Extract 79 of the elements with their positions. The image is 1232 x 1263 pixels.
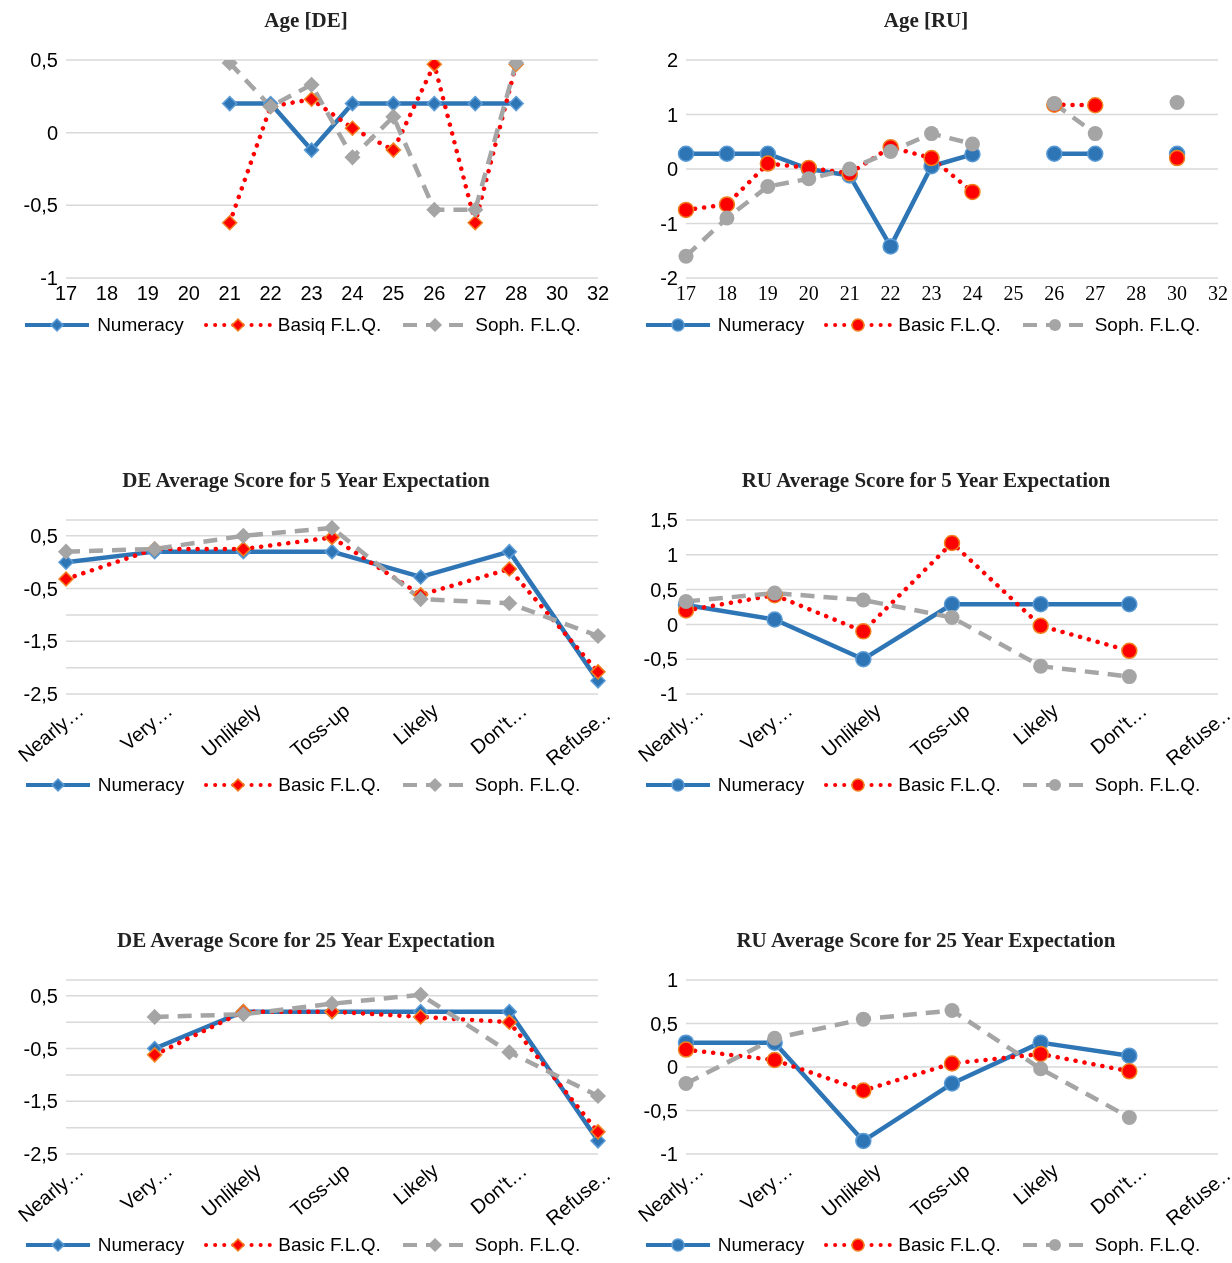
- legend-label: Basic F.L.Q.: [278, 774, 381, 796]
- x-tick-label: 18: [716, 282, 737, 305]
- y-tick-label: -1: [660, 212, 678, 235]
- x-tick-label: 23: [300, 282, 323, 305]
- y-tick-label: 1: [666, 103, 678, 126]
- y-tick-label: -0,5: [23, 194, 58, 217]
- legend-label: Numeracy: [97, 314, 184, 336]
- legend-label: Soph. F.L.Q.: [1094, 1234, 1201, 1256]
- x-tick-label: 27: [1085, 282, 1106, 305]
- x-tick-label: 28: [505, 282, 528, 305]
- x-tick-label: 22: [259, 282, 282, 305]
- x-tick-label: 22: [880, 282, 901, 305]
- x-tick-label: 21: [218, 282, 241, 305]
- y-tick-label: 1: [666, 969, 678, 992]
- legend-label: Numeracy: [97, 774, 185, 796]
- y-tick-label: 0: [666, 613, 678, 636]
- chart-title: RU Average Score for 5 Year Expectation: [740, 467, 1112, 494]
- x-tick-label: 17: [676, 282, 696, 305]
- x-tick-label: 24: [962, 282, 983, 305]
- legend-label: Soph. F.L.Q.: [474, 774, 581, 796]
- y-tick-label: -0,5: [23, 577, 58, 600]
- y-tick-label: 0,5: [30, 524, 58, 547]
- legend-label: Basic F.L.Q.: [898, 314, 1001, 336]
- x-tick-label: 21: [839, 282, 860, 305]
- legend-label: Soph. F.L.Q.: [1094, 774, 1201, 796]
- x-tick-label: 24: [341, 282, 364, 305]
- y-tick-label: 0,5: [30, 984, 58, 1007]
- chart-title: Age [RU]: [882, 7, 970, 34]
- x-tick-label: 19: [136, 282, 159, 305]
- x-tick-label: 20: [798, 282, 819, 305]
- y-tick-label: 0,5: [650, 578, 678, 601]
- y-tick-label: 0,5: [30, 49, 58, 72]
- chart-title: DE Average Score for 25 Year Expectation: [116, 927, 496, 954]
- x-tick-label: 25: [382, 282, 405, 305]
- y-tick-label: -0,5: [643, 648, 678, 671]
- y-tick-label: -1,5: [23, 630, 58, 653]
- x-tick-label: 30: [545, 282, 569, 305]
- x-tick-label: 25: [1003, 282, 1024, 305]
- legend-label: Numeracy: [97, 1234, 185, 1256]
- x-tick-label: 23: [921, 282, 942, 305]
- x-tick-label: 32: [586, 282, 610, 305]
- chart-title: RU Average Score for 25 Year Expectation: [735, 927, 1117, 954]
- y-tick-label: 0: [46, 121, 58, 144]
- chart-title: DE Average Score for 5 Year Expectation: [121, 467, 491, 494]
- x-tick-label: 19: [757, 282, 778, 305]
- y-tick-label: -1: [40, 267, 58, 290]
- legend-label: Numeracy: [717, 314, 805, 336]
- x-tick-label: 20: [177, 282, 200, 305]
- y-tick-label: 0: [666, 158, 678, 181]
- x-tick-label: 28: [1126, 282, 1147, 305]
- y-tick-label: 1,5: [650, 509, 678, 532]
- legend-label: Basiq F.L.Q.: [277, 314, 382, 336]
- y-tick-label: 1: [666, 543, 678, 566]
- x-tick-label: 32: [1208, 282, 1228, 305]
- y-tick-label: -2,5: [23, 1143, 58, 1166]
- legend-label: Soph. F.L.Q.: [1094, 314, 1201, 336]
- y-tick-label: 0,5: [650, 1012, 678, 1035]
- y-tick-label: -1: [660, 1143, 678, 1166]
- x-tick-label: 26: [1044, 282, 1065, 305]
- y-tick-label: -1: [660, 683, 678, 706]
- y-tick-label: -1,5: [23, 1090, 58, 1113]
- y-tick-label: -0,5: [643, 1099, 678, 1122]
- legend-label: Basic F.L.Q.: [898, 774, 1001, 796]
- legend-label: Basic F.L.Q.: [278, 1234, 381, 1256]
- y-tick-label: -0,5: [23, 1037, 58, 1060]
- x-tick-label: 18: [95, 282, 119, 305]
- legend-label: Soph. F.L.Q.: [475, 314, 581, 336]
- y-tick-label: -2,5: [23, 683, 58, 706]
- legend-label: Soph. F.L.Q.: [474, 1234, 581, 1256]
- legend-label: Numeracy: [717, 774, 805, 796]
- x-tick-label: 27: [464, 282, 487, 305]
- y-tick-label: -2: [660, 267, 678, 290]
- legend-label: Basic F.L.Q.: [898, 1234, 1001, 1256]
- y-tick-label: 2: [666, 49, 678, 72]
- legend-label: Numeracy: [717, 1234, 805, 1256]
- chart-title: Age [DE]: [263, 7, 349, 34]
- x-tick-label: 30: [1167, 282, 1188, 305]
- x-tick-label: 26: [423, 282, 446, 305]
- y-tick-label: 0: [666, 1056, 678, 1079]
